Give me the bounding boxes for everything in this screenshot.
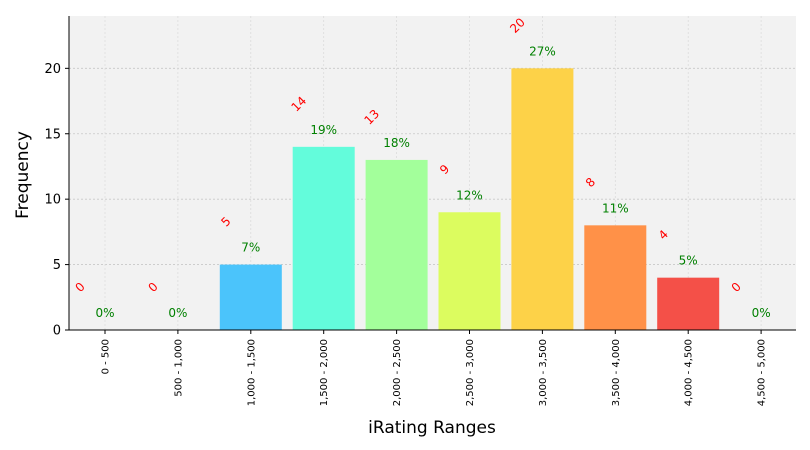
y-axis-title: Frequency (13, 131, 33, 219)
percent-label: 19% (310, 123, 337, 137)
bars (219, 68, 720, 330)
y-tick-label: 10 (44, 193, 61, 208)
percent-label: 0% (752, 306, 771, 320)
percent-label: 7% (241, 241, 260, 255)
x-tick-label: 2,500 - 3,000 (465, 339, 476, 406)
percent-label: 5% (679, 254, 698, 268)
percent-label: 27% (529, 44, 556, 58)
percent-label: 0% (95, 306, 114, 320)
percent-label: 11% (602, 201, 629, 215)
percent-label: 12% (456, 188, 483, 202)
bar-2-000-2-500 (365, 159, 428, 330)
x-tick-label: 4,000 - 4,500 (684, 339, 695, 406)
y-tick-label: 15 (44, 127, 61, 142)
bar-3-500-4-000 (584, 225, 647, 330)
percent-label: 0% (168, 306, 187, 320)
y-tick-label: 0 (53, 324, 61, 339)
x-tick-label: 4,500 - 5,000 (757, 339, 768, 406)
x-tick-label: 500 - 1,000 (173, 339, 184, 397)
x-tick-label: 1,000 - 1,500 (246, 339, 257, 406)
x-axis-ticks: 0 - 500 500 - 1,000 1,000 - 1,500 1,500 - 2… (101, 330, 768, 406)
y-tick-label: 20 (44, 62, 61, 77)
x-tick-label: 3,500 - 4,000 (611, 339, 622, 406)
bar-1-500-2-000 (292, 146, 355, 330)
bar-3-000-3-500 (511, 68, 574, 330)
x-tick-label: 1,500 - 2,000 (319, 339, 330, 406)
bar-2-500-3-000 (438, 212, 501, 330)
bar-4-000-4-500 (657, 277, 720, 330)
y-tick-label: 5 (53, 258, 61, 273)
x-tick-label: 0 - 500 (101, 339, 112, 374)
x-tick-label: 3,000 - 3,500 (538, 339, 549, 406)
bar-1-000-1-500 (219, 264, 282, 330)
y-axis-ticks: 0 5 10 15 20 (44, 62, 69, 339)
percent-label: 18% (383, 136, 410, 150)
x-tick-label: 2,000 - 2,500 (392, 339, 403, 406)
x-axis-title: iRating Ranges (368, 418, 496, 438)
